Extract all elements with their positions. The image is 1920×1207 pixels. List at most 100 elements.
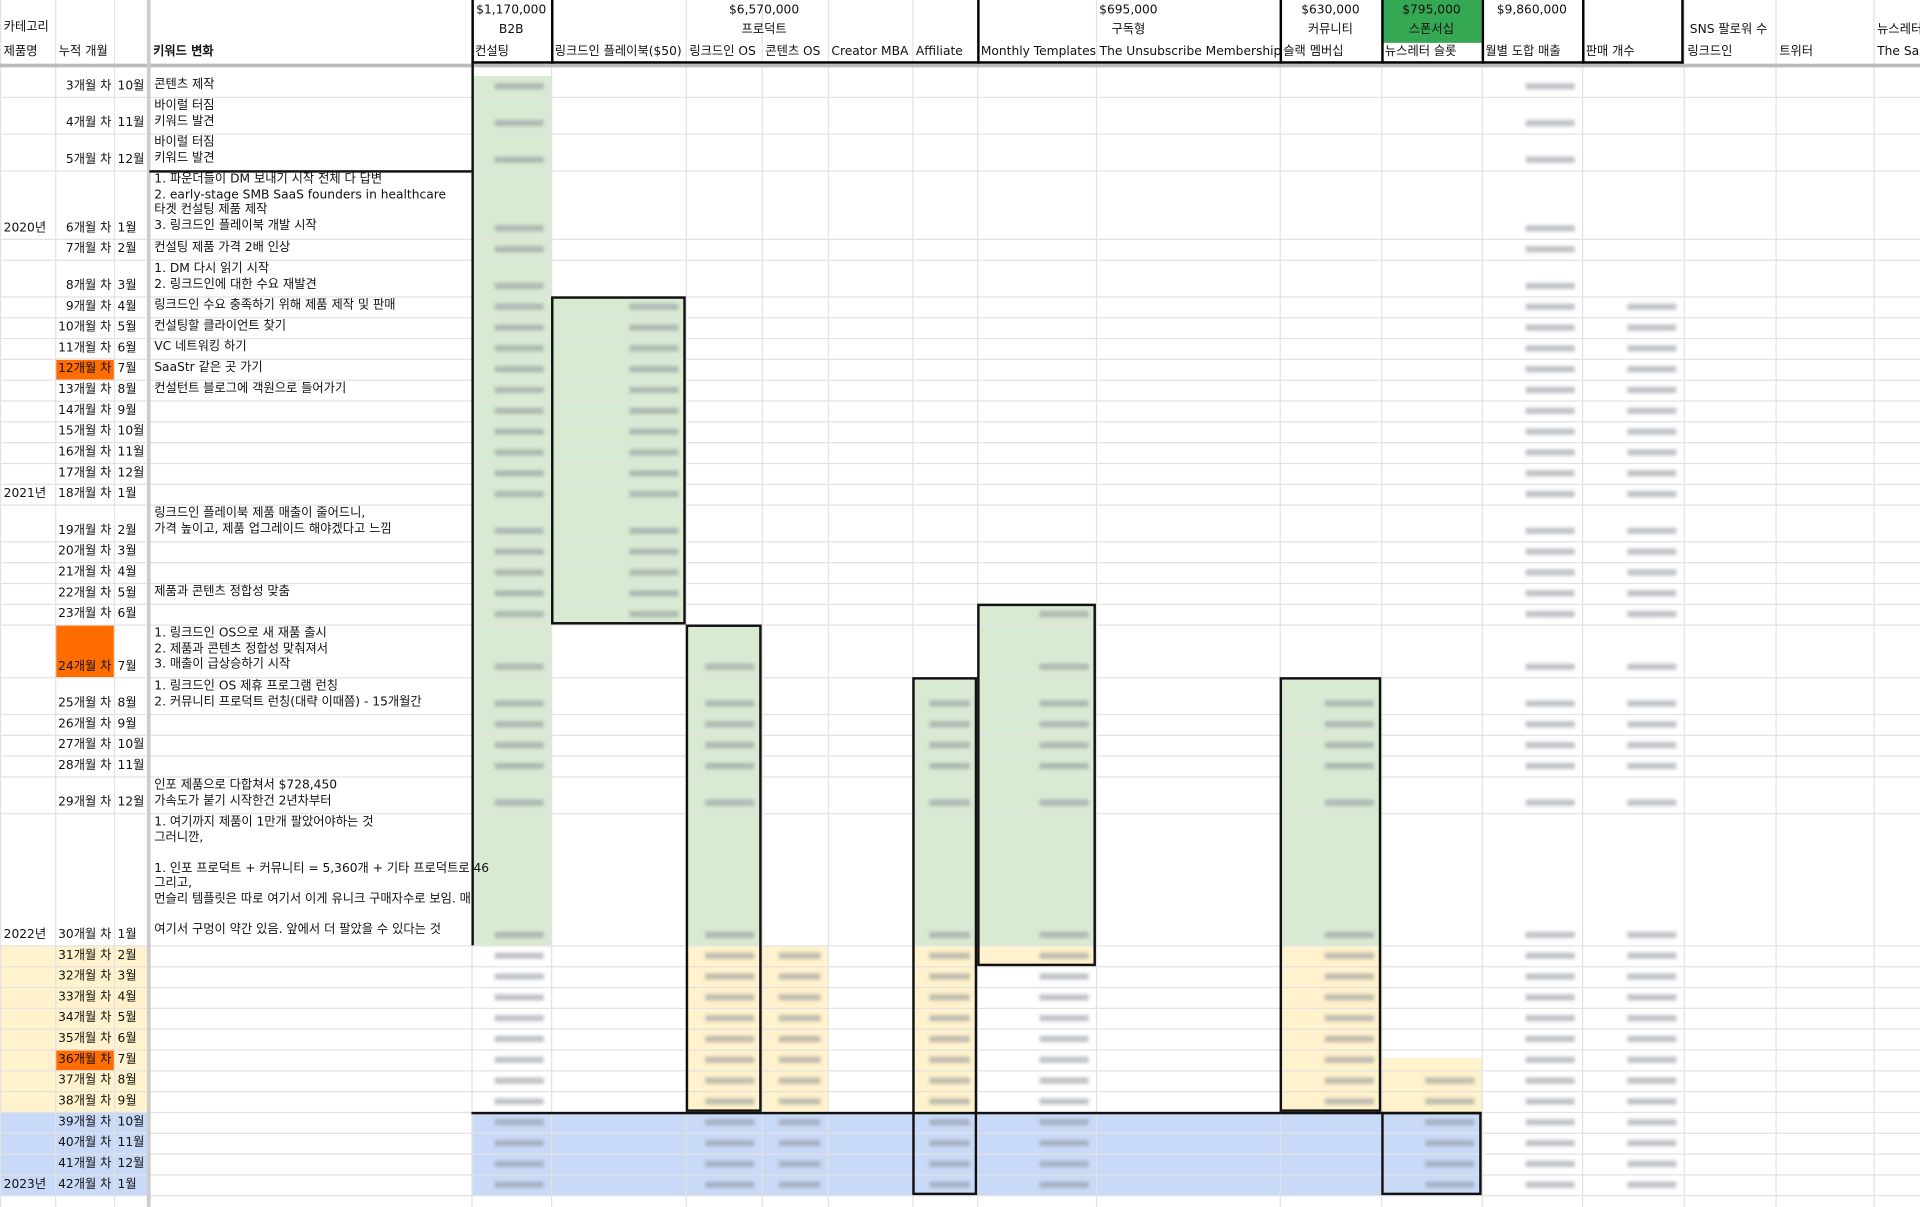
blurred-value [1039,721,1089,728]
blurred-value [494,225,544,232]
grid-line [0,776,1920,778]
blurred-value [629,527,679,534]
blurred-value [705,721,755,728]
months-cell: 12개월 차 [58,362,112,376]
grid-line [0,582,1920,585]
blurred-value [1324,1015,1374,1022]
grid-line [0,442,1920,444]
grid-line [0,379,1920,381]
grid-line [0,317,1920,319]
group-divider [1381,0,1384,64]
blurred-value [1039,1077,1089,1084]
blurred-value [1324,742,1374,749]
blurred-value [778,1015,821,1022]
column-header: Creator MBA [831,45,909,59]
month-cell: 2월 [117,242,137,256]
months-cell: 35개월 차 [58,1032,112,1046]
blurred-value [494,973,544,980]
blurred-value [1525,663,1575,670]
month-cell: 8월 [117,696,137,711]
blurred-value [1525,1015,1575,1022]
grid-line [0,1153,1920,1155]
blurred-value [1425,1181,1475,1188]
header-box [471,0,1684,64]
group-total: $6,570,000 [729,3,800,18]
grid-line [0,603,1920,605]
blurred-value [629,407,679,414]
blurred-value [494,470,544,477]
blurred-value [494,324,544,331]
group-name: B2B [498,23,524,37]
grid-line [0,400,1920,402]
grid-line [0,133,1920,135]
keyword-border [149,170,472,173]
blurred-value [494,449,544,456]
blurred-value [929,721,970,728]
keyword-cell: 콘텐츠 제작 [154,78,215,92]
blurred-value [1039,742,1089,749]
block-outline [977,603,1096,967]
months-cell: 25개월 차 [58,696,112,711]
grid-line [0,966,1920,968]
grid-line [0,755,1920,757]
blurred-value [705,952,755,959]
blurred-value [1627,1015,1677,1022]
blurred-value [1525,386,1575,394]
keyword-cell: 1. 링크드인 OS으로 새 재품 출시 2. 제품과 콘텐츠 정합성 맞춰져서… [154,626,328,672]
months-cell: 31개월 차 [58,948,112,963]
grid-line [0,96,1920,98]
months-cell: 28개월 차 [58,759,112,773]
blurred-value [494,1160,544,1167]
column-header: 링크드인 [1687,45,1733,59]
grid-line [0,337,1920,340]
blurred-value [1525,994,1575,1001]
blurred-value [1525,1035,1575,1043]
column-header: 링크드인 OS [689,45,756,59]
blurred-value [494,428,544,435]
keyword-cell: VC 네트워킹 하기 [154,340,247,354]
orange-cell [55,358,114,380]
month-cell: 6월 [117,341,137,356]
blurred-value [1627,700,1677,707]
blurred-value [494,762,544,769]
keyword-cell: 컨설턴트 블로그에 객원으로 들어가기 [154,382,347,396]
grid-line [685,0,687,1207]
blurred-value [705,1181,755,1188]
blurred-value [929,973,970,980]
blurred-value [1039,611,1089,618]
months-cell: 18개월 차 [58,487,112,501]
blurred-value [1039,663,1089,670]
blurred-value [1627,324,1677,331]
blurred-value [1525,762,1575,769]
blurred-value [1525,742,1575,749]
blurred-value [1525,721,1575,728]
blurred-value [1039,1140,1089,1147]
grid-line [0,713,1920,716]
month-cell: 11월 [117,759,145,773]
months-cell: 30개월 차 [58,928,112,942]
blurred-value [1324,799,1374,806]
blurred-value [494,366,544,373]
blurred-value [1525,611,1575,618]
blurred-value [1039,1015,1089,1022]
blurred-value [1525,548,1575,555]
column-header: 제품명 [3,45,38,59]
blurred-value [778,1035,821,1043]
month-cell: 8월 [117,383,137,397]
year-cell: 2022년 [3,928,47,942]
blurred-value [705,1056,755,1063]
yellow-fill [977,945,1096,967]
blurred-value [1627,366,1677,373]
blurred-value [705,1077,755,1084]
blurred-value [929,931,970,938]
month-cell: 6월 [117,607,137,621]
blurred-value [1324,1077,1374,1084]
month-cell: 3월 [117,544,137,559]
blurred-value [494,569,544,576]
blurred-value [705,799,755,806]
months-cell: 41개월 차 [58,1157,112,1171]
blurred-value [778,1181,821,1188]
blurred-value [629,590,679,597]
months-cell: 26개월 차 [58,717,112,732]
